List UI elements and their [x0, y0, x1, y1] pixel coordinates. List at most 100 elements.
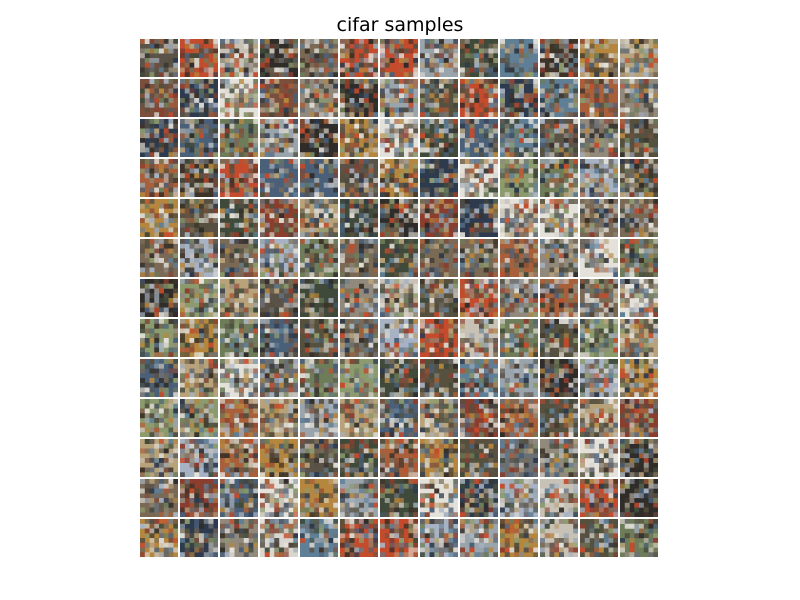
sample-image	[580, 319, 618, 357]
sample-image	[380, 439, 418, 477]
sample-image	[620, 159, 658, 197]
sample-image	[380, 119, 418, 157]
sample-image	[300, 279, 338, 317]
sample-image	[460, 159, 498, 197]
sample-image	[540, 159, 578, 197]
sample-image	[300, 39, 338, 77]
sample-image	[460, 79, 498, 117]
sample-image	[380, 79, 418, 117]
sample-image	[420, 319, 458, 357]
figure-title: cifar samples	[336, 14, 464, 36]
sample-image	[540, 39, 578, 77]
sample-image	[180, 439, 218, 477]
sample-image	[380, 159, 418, 197]
sample-image	[460, 439, 498, 477]
sample-image	[180, 519, 218, 557]
sample-image	[420, 39, 458, 77]
sample-image	[260, 319, 298, 357]
sample-image	[580, 399, 618, 437]
sample-image	[300, 119, 338, 157]
sample-image	[300, 239, 338, 277]
sample-image	[340, 199, 378, 237]
sample-image	[140, 159, 178, 197]
sample-image	[300, 359, 338, 397]
sample-image	[340, 79, 378, 117]
sample-image	[580, 439, 618, 477]
sample-image	[500, 319, 538, 357]
sample-image	[620, 479, 658, 517]
sample-image	[460, 119, 498, 157]
sample-image	[500, 159, 538, 197]
sample-image	[220, 239, 258, 277]
sample-image	[220, 279, 258, 317]
sample-image	[540, 79, 578, 117]
sample-image	[220, 199, 258, 237]
sample-image	[220, 399, 258, 437]
sample-image	[620, 199, 658, 237]
sample-image	[260, 119, 298, 157]
sample-image	[420, 239, 458, 277]
sample-image	[220, 359, 258, 397]
sample-image	[620, 119, 658, 157]
sample-image	[220, 159, 258, 197]
sample-image	[500, 399, 538, 437]
sample-image	[620, 519, 658, 557]
sample-image	[460, 479, 498, 517]
sample-image	[380, 519, 418, 557]
sample-image	[620, 399, 658, 437]
sample-image	[340, 399, 378, 437]
sample-image	[380, 279, 418, 317]
sample-image	[420, 359, 458, 397]
sample-image	[300, 199, 338, 237]
sample-image	[420, 399, 458, 437]
sample-image	[300, 319, 338, 357]
sample-image	[540, 479, 578, 517]
sample-image	[140, 79, 178, 117]
sample-image	[380, 39, 418, 77]
sample-image	[540, 239, 578, 277]
sample-image	[540, 279, 578, 317]
sample-image	[340, 119, 378, 157]
sample-image	[140, 239, 178, 277]
sample-image	[140, 359, 178, 397]
sample-image	[580, 199, 618, 237]
sample-image	[260, 159, 298, 197]
sample-image	[580, 239, 618, 277]
sample-image	[420, 159, 458, 197]
sample-image	[180, 39, 218, 77]
sample-image	[260, 399, 298, 437]
sample-image	[180, 199, 218, 237]
sample-image	[260, 279, 298, 317]
sample-image	[180, 279, 218, 317]
sample-image	[620, 319, 658, 357]
sample-image	[460, 359, 498, 397]
sample-image	[300, 399, 338, 437]
sample-image	[580, 519, 618, 557]
sample-image	[540, 439, 578, 477]
sample-image	[300, 79, 338, 117]
sample-image	[420, 279, 458, 317]
sample-image	[500, 439, 538, 477]
sample-image	[380, 359, 418, 397]
sample-image	[420, 199, 458, 237]
sample-image	[420, 79, 458, 117]
sample-image	[180, 159, 218, 197]
sample-image	[140, 39, 178, 77]
sample-image	[620, 79, 658, 117]
sample-image	[380, 319, 418, 357]
sample-image	[540, 359, 578, 397]
sample-image	[260, 39, 298, 77]
sample-image	[460, 519, 498, 557]
sample-image	[460, 279, 498, 317]
sample-image	[180, 239, 218, 277]
sample-image	[620, 239, 658, 277]
sample-image	[580, 79, 618, 117]
sample-image	[500, 279, 538, 317]
sample-image	[500, 119, 538, 157]
sample-image	[260, 359, 298, 397]
sample-image	[340, 279, 378, 317]
sample-image	[220, 119, 258, 157]
sample-image	[300, 479, 338, 517]
sample-image	[500, 199, 538, 237]
sample-image	[220, 319, 258, 357]
